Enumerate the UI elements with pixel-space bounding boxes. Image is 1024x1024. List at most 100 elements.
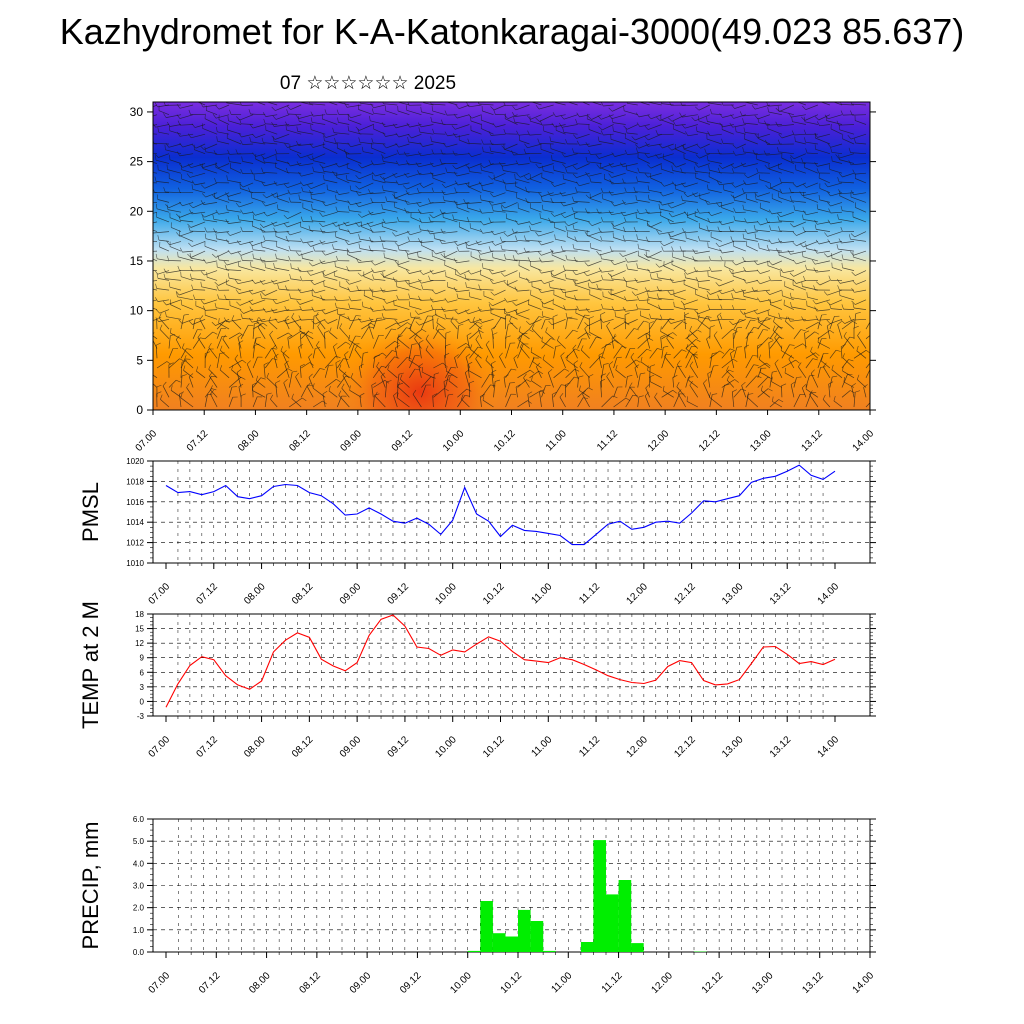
wind-barb bbox=[572, 348, 578, 359]
wind-barb bbox=[709, 396, 723, 408]
y-axis-label: PRECIP, mm bbox=[78, 822, 103, 950]
wind-barb-flag bbox=[430, 304, 434, 310]
wind-barb bbox=[409, 316, 416, 330]
wind-barb-flag bbox=[836, 120, 840, 126]
wind-barb-flag bbox=[481, 184, 483, 190]
wind-barb-flag bbox=[680, 167, 683, 173]
wind-barb bbox=[351, 299, 362, 302]
wind-barb bbox=[490, 163, 506, 165]
wind-barb-flag bbox=[667, 290, 672, 295]
wind-barb bbox=[746, 221, 758, 224]
wind-barb-flag bbox=[443, 96, 444, 101]
wind-barb bbox=[169, 286, 182, 291]
wind-barb-flag bbox=[751, 105, 756, 110]
wind-barb-flag bbox=[823, 291, 828, 296]
wind-barb-flag bbox=[261, 137, 264, 143]
wind-barb bbox=[854, 172, 867, 175]
wind-barb-flag bbox=[177, 120, 181, 126]
wind-barb bbox=[372, 356, 376, 369]
wind-barb-flag bbox=[595, 154, 600, 159]
wind-barb-flag bbox=[800, 329, 806, 332]
wind-barb bbox=[158, 169, 170, 174]
wind-barb bbox=[420, 229, 434, 232]
wind-barb bbox=[168, 335, 171, 349]
wind-barb bbox=[730, 230, 746, 232]
wind-barb-flag bbox=[540, 390, 546, 394]
wind-barb-flag bbox=[640, 356, 643, 362]
wind-barb-flag bbox=[572, 173, 577, 178]
wind-barb bbox=[830, 143, 843, 148]
wind-barb-flag bbox=[660, 102, 662, 104]
wind-barb bbox=[177, 296, 194, 301]
wind-barb-flag bbox=[452, 165, 457, 170]
wind-barb bbox=[611, 338, 614, 349]
wind-barb bbox=[457, 182, 470, 186]
wind-barb bbox=[360, 353, 364, 369]
wind-barb bbox=[432, 110, 446, 116]
wind-barb bbox=[710, 318, 722, 322]
wind-barb-flag bbox=[346, 266, 349, 272]
wind-barb bbox=[205, 309, 218, 311]
wind-barb bbox=[781, 192, 794, 194]
wind-barb bbox=[565, 376, 575, 388]
wind-barb-flag bbox=[694, 163, 699, 168]
wind-barb bbox=[525, 239, 542, 242]
wind-barb bbox=[626, 132, 638, 135]
wind-barb-flag bbox=[203, 258, 207, 264]
wind-barb-flag bbox=[251, 211, 256, 216]
wind-barb-flag bbox=[502, 179, 506, 185]
wind-barb-flag bbox=[237, 251, 242, 256]
wind-barb bbox=[822, 399, 831, 408]
wind-barb bbox=[156, 216, 170, 223]
wind-barb-flag bbox=[789, 272, 794, 277]
wind-barb-flag bbox=[419, 142, 423, 147]
wind-barb-flag bbox=[334, 261, 336, 267]
wind-barb bbox=[638, 143, 650, 149]
wind-barb bbox=[630, 356, 638, 369]
wind-barb-flag bbox=[530, 369, 535, 374]
wind-barb bbox=[156, 181, 170, 184]
wind-barb bbox=[238, 386, 242, 398]
wind-barb-flag bbox=[223, 317, 227, 322]
wind-barb-flag bbox=[837, 285, 840, 291]
wind-barb-flag bbox=[212, 114, 217, 119]
wind-barb-flag bbox=[757, 297, 761, 303]
wind-barb bbox=[310, 129, 326, 135]
wind-barb-flag bbox=[803, 210, 807, 215]
x-tick-label: 07.12 bbox=[194, 734, 220, 760]
wind-barb-flag bbox=[415, 321, 420, 326]
wind-barb bbox=[169, 124, 182, 127]
wind-barb-flag bbox=[162, 301, 167, 306]
wind-barb-flag bbox=[264, 262, 266, 268]
wind-barb bbox=[791, 161, 806, 164]
wind-barb-flag bbox=[744, 229, 748, 234]
wind-barb-flag bbox=[600, 312, 606, 315]
wind-barb-flag bbox=[874, 399, 879, 401]
wind-barb bbox=[603, 104, 614, 107]
wind-barb bbox=[361, 322, 372, 330]
wind-barb-flag bbox=[600, 188, 604, 194]
wind-barb bbox=[675, 124, 686, 126]
wind-barb-flag bbox=[478, 284, 481, 290]
wind-barb bbox=[579, 366, 590, 379]
wind-barb-flag bbox=[371, 268, 375, 273]
wind-barb bbox=[542, 306, 554, 310]
wind-barb bbox=[469, 143, 482, 145]
wind-barb bbox=[793, 377, 797, 388]
wind-barb-flag bbox=[801, 316, 805, 322]
wind-barb bbox=[240, 250, 254, 256]
wind-barb-flag bbox=[392, 277, 396, 282]
wind-barb-flag bbox=[744, 344, 750, 348]
wind-barb bbox=[505, 104, 518, 107]
wind-barb-flag bbox=[266, 372, 270, 378]
wind-barb-flag bbox=[647, 185, 650, 191]
wind-barb bbox=[647, 289, 662, 293]
wind-barb-flag bbox=[412, 389, 417, 395]
wind-barb-flag bbox=[453, 258, 457, 263]
wind-barb bbox=[229, 305, 242, 310]
wind-barb bbox=[504, 270, 518, 277]
wind-barb bbox=[168, 348, 174, 359]
wind-barb bbox=[677, 393, 687, 408]
wind-barb bbox=[606, 376, 614, 388]
wind-barb bbox=[815, 299, 830, 305]
